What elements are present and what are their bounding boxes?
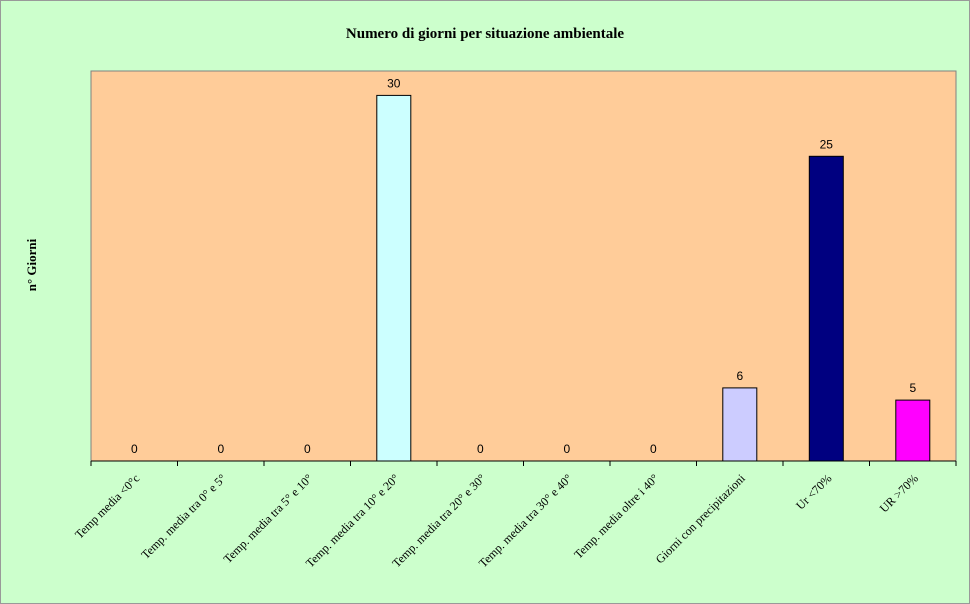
bar [808,155,844,462]
x-axis-ticks [90,461,957,466]
data-label: 0 [217,442,224,456]
data-label: 0 [650,442,657,456]
data-label: 6 [736,369,743,383]
bar [722,387,758,462]
bar [895,399,931,462]
data-label: 0 [131,442,138,456]
data-label: 30 [387,76,401,90]
data-label: 0 [304,442,311,456]
chart-title: Numero di giorni per situazione ambienta… [346,26,625,42]
data-labels-layer: 0 0 0 30 0 0 0 6 25 5 [131,76,916,456]
y-axis-title: n° Giorni [24,238,39,291]
data-label: 25 [820,137,834,151]
data-label: 0 [477,442,484,456]
bar [376,94,412,462]
data-label: 0 [563,442,570,456]
data-label: 5 [909,381,916,395]
bars-layer [376,94,931,462]
